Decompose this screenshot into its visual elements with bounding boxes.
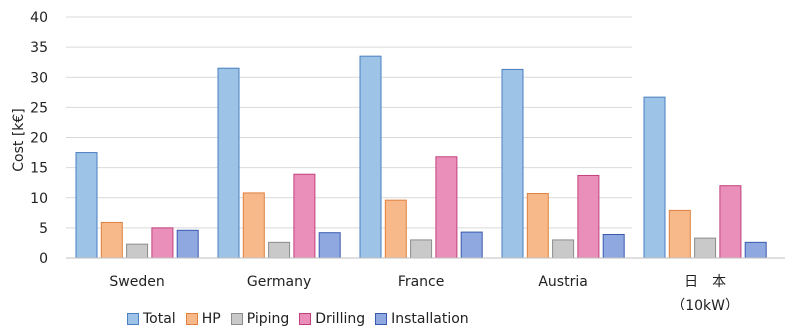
bar-group bbox=[643, 96, 767, 259]
bar-installation bbox=[602, 234, 625, 259]
bar-drilling bbox=[293, 173, 316, 259]
x-tick-label: France bbox=[398, 274, 445, 290]
legend-item-total: Total bbox=[127, 311, 176, 327]
bar-group bbox=[217, 67, 341, 259]
bar-piping bbox=[126, 243, 149, 259]
bar-total bbox=[643, 96, 666, 259]
bar-drilling bbox=[719, 185, 742, 259]
y-tick-label: 15 bbox=[30, 161, 48, 177]
legend-swatch bbox=[230, 313, 243, 325]
legend-item-drilling: Drilling bbox=[299, 311, 365, 327]
y-tick-label: 35 bbox=[30, 40, 48, 56]
bar-drilling bbox=[435, 156, 458, 259]
bar-piping bbox=[552, 239, 575, 259]
bar-total bbox=[75, 152, 98, 259]
legend-label: Total bbox=[143, 311, 176, 327]
gridlines bbox=[66, 16, 632, 229]
y-tick-label: 0 bbox=[39, 251, 48, 267]
x-axis-ticks: Sweden Germany France Austria 日 本（10kW） bbox=[109, 274, 739, 310]
legend-swatch bbox=[127, 313, 139, 325]
bar-hp bbox=[384, 199, 407, 259]
bar-hp bbox=[242, 192, 265, 259]
bar-installation bbox=[460, 231, 483, 259]
legend-swatch bbox=[299, 313, 312, 325]
y-tick-label: 40 bbox=[30, 10, 48, 26]
x-tick-label: 日 本（10kW） bbox=[671, 274, 739, 310]
y-axis-ticks: 0 5 10 15 20 25 30 35 40 bbox=[30, 10, 48, 267]
bar-chart: 0 5 10 15 20 25 30 35 40 Cost [k€] Sweden Germany… bbox=[11, 10, 785, 310]
x-tick-label: Sweden bbox=[109, 274, 164, 290]
legend-label: Piping bbox=[246, 311, 290, 327]
legend-swatch bbox=[185, 313, 198, 325]
x-tick-label: Austria bbox=[538, 274, 587, 290]
bar-installation bbox=[318, 232, 341, 259]
y-tick-label: 20 bbox=[30, 131, 48, 147]
bar-hp bbox=[100, 221, 123, 259]
x-tick-label: Germany bbox=[247, 274, 311, 290]
legend-item-installation: Installation bbox=[375, 311, 469, 327]
bar-piping bbox=[694, 237, 717, 259]
y-tick-label: 30 bbox=[30, 70, 48, 86]
bar-piping bbox=[268, 241, 291, 259]
bar-drilling bbox=[151, 227, 174, 259]
bar-drilling bbox=[577, 174, 600, 259]
legend-label: Drilling bbox=[315, 311, 366, 327]
y-tick-label: 5 bbox=[39, 221, 48, 237]
legend-label: Installation bbox=[391, 311, 469, 327]
bar-installation bbox=[744, 241, 767, 259]
bar-total bbox=[359, 55, 382, 259]
bar-hp bbox=[668, 209, 691, 259]
y-tick-label: 25 bbox=[30, 100, 48, 116]
bar-installation bbox=[176, 229, 199, 259]
bar-total bbox=[217, 67, 240, 259]
legend-label: HP bbox=[201, 311, 221, 327]
legend-item-piping: Piping bbox=[230, 311, 290, 327]
y-tick-label: 10 bbox=[30, 191, 48, 207]
bar-group bbox=[501, 68, 625, 259]
bar-piping bbox=[410, 239, 433, 259]
legend-swatch bbox=[375, 313, 388, 325]
bar-group bbox=[75, 152, 199, 259]
bar-total bbox=[501, 68, 524, 259]
bar-hp bbox=[526, 193, 549, 259]
legend-item-hp: HP bbox=[185, 311, 221, 327]
legend: Total HP Piping Drilling Installation bbox=[127, 309, 469, 329]
y-axis-label: Cost [k€] bbox=[11, 108, 27, 172]
